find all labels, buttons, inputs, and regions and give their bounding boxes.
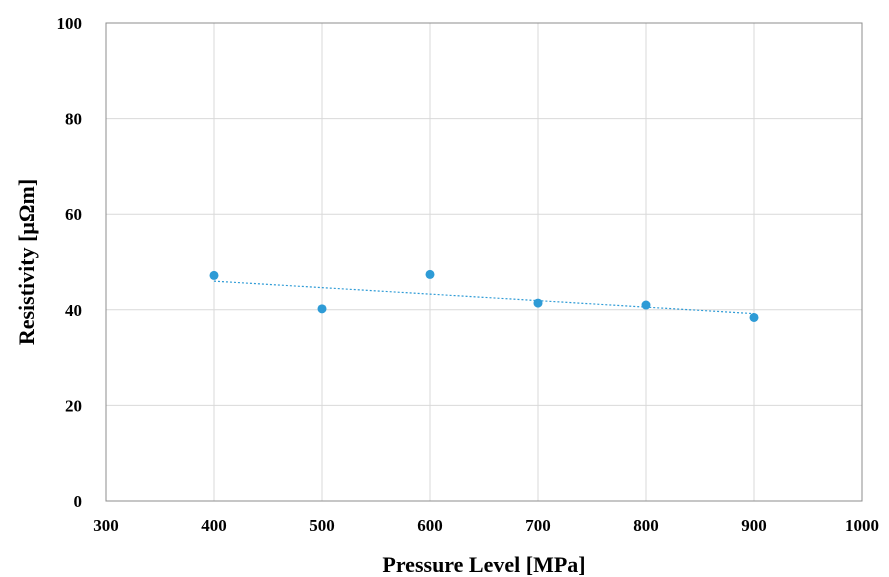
plot-area-frame [105,22,863,502]
x-tick-labels: 300 400 500 600 700 800 900 1000 [93,516,879,535]
data-point [317,304,327,314]
x-tick-label: 400 [201,516,227,535]
x-tick-label: 500 [309,516,335,535]
y-tick-labels: 0 20 40 60 80 100 [57,14,83,511]
x-tick-label: 900 [741,516,767,535]
y-tick-label: 0 [74,492,83,511]
data-point [749,312,759,322]
trendline [213,280,755,315]
y-tick-label: 60 [65,205,82,224]
y-tick-label: 20 [65,396,82,415]
data-point [641,300,651,310]
x-tick-label: 600 [417,516,443,535]
y-tick-label: 40 [65,301,82,320]
y-tick-label: 100 [57,14,83,33]
data-point [209,270,219,280]
data-point [533,298,543,308]
x-tick-label: 1000 [845,516,879,535]
trendline-group [213,280,755,315]
y-tick-label: 80 [65,110,82,129]
x-tick-label: 800 [633,516,659,535]
data-point [425,269,435,279]
data-points [209,269,759,322]
grid-lines [105,22,863,502]
x-tick-label: 700 [525,516,551,535]
x-axis-label: Pressure Level [MPa] [382,552,585,577]
x-tick-label: 300 [93,516,119,535]
y-axis-label: Resistivity [μΩm] [14,179,39,345]
